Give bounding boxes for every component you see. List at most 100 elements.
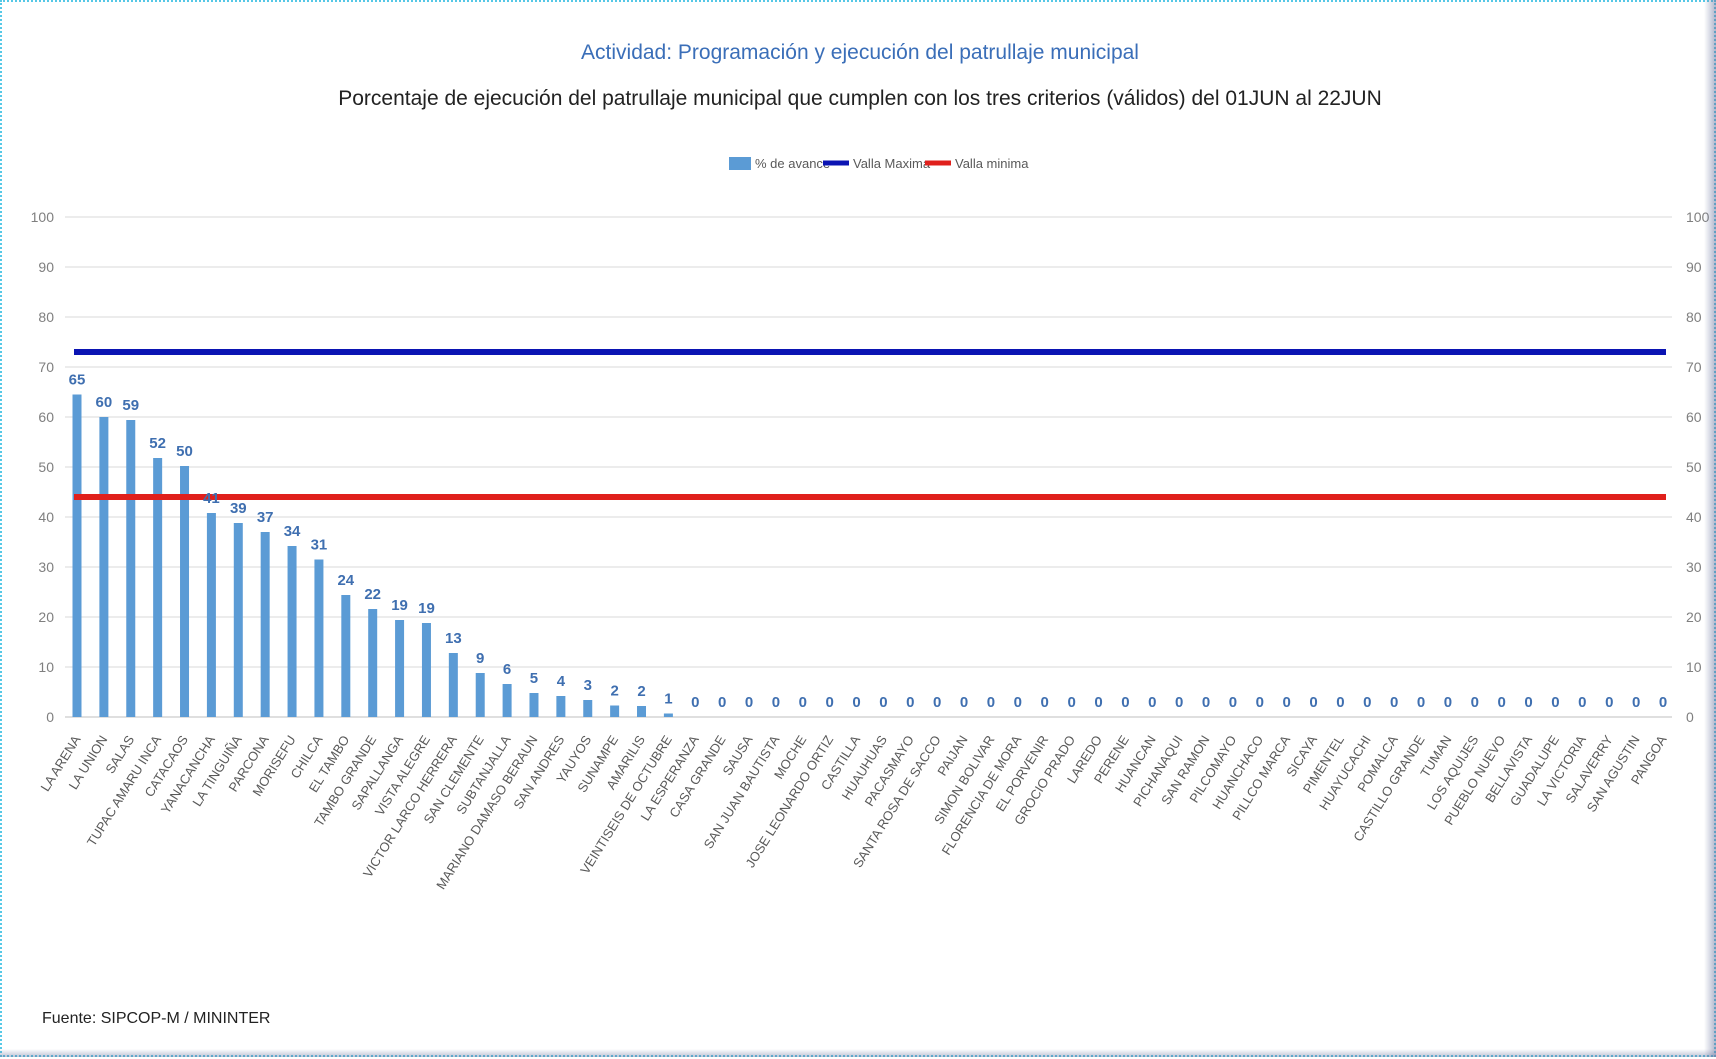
data-label-22: 1 bbox=[664, 691, 672, 708]
bar-5 bbox=[207, 513, 216, 717]
data-label-28: 0 bbox=[826, 694, 834, 711]
legend: % de avance Valla Maxima Valla minima bbox=[729, 156, 1029, 171]
y-tick-right-90: 90 bbox=[1686, 259, 1702, 275]
gridlines bbox=[65, 217, 1672, 717]
bar-17 bbox=[529, 693, 538, 717]
data-label-0: 65 bbox=[69, 372, 86, 389]
data-label-50: 0 bbox=[1417, 694, 1425, 711]
y-tick-left-100: 100 bbox=[31, 209, 55, 225]
data-label-15: 9 bbox=[476, 650, 484, 667]
legend-label-valla-minima: Valla minima bbox=[955, 156, 1029, 171]
reference-lines bbox=[74, 352, 1666, 497]
bar-13 bbox=[422, 623, 431, 717]
bar-14 bbox=[449, 653, 458, 717]
data-label-46: 0 bbox=[1309, 694, 1317, 711]
data-label-23: 0 bbox=[691, 694, 699, 711]
y-tick-right-70: 70 bbox=[1686, 359, 1702, 375]
data-label-27: 0 bbox=[799, 694, 807, 711]
data-label-3: 52 bbox=[149, 435, 166, 452]
bar-2 bbox=[126, 420, 135, 717]
bar-15 bbox=[476, 673, 485, 717]
y-tick-left-20: 20 bbox=[38, 609, 54, 625]
data-label-17: 5 bbox=[530, 670, 538, 687]
legend-label-avance: % de avance bbox=[755, 156, 830, 171]
data-label-10: 24 bbox=[337, 572, 354, 589]
legend-label-valla-maxima: Valla Maxima bbox=[853, 156, 931, 171]
data-label-34: 0 bbox=[987, 694, 995, 711]
y-tick-left-80: 80 bbox=[38, 309, 54, 325]
data-label-47: 0 bbox=[1336, 694, 1344, 711]
bar-10 bbox=[341, 595, 350, 717]
edge-shadow-right bbox=[1704, 0, 1716, 1057]
y-tick-right-30: 30 bbox=[1686, 559, 1702, 575]
bar-18 bbox=[556, 696, 565, 717]
source-note: Fuente: SIPCOP-M / MININTER bbox=[42, 1010, 270, 1027]
data-label-9: 31 bbox=[311, 537, 328, 554]
y-tick-left-10: 10 bbox=[38, 659, 54, 675]
data-label-38: 0 bbox=[1094, 694, 1102, 711]
bar-21 bbox=[637, 706, 646, 717]
bar-9 bbox=[314, 560, 323, 718]
y-tick-right-50: 50 bbox=[1686, 459, 1702, 475]
data-label-53: 0 bbox=[1498, 694, 1506, 711]
data-label-8: 34 bbox=[284, 523, 301, 540]
y-tick-left-70: 70 bbox=[38, 359, 54, 375]
bar-0 bbox=[73, 395, 82, 718]
bar-4 bbox=[180, 466, 189, 717]
data-label-26: 0 bbox=[772, 694, 780, 711]
data-label-5: 41 bbox=[203, 490, 220, 507]
data-label-20: 2 bbox=[610, 683, 618, 700]
data-label-29: 0 bbox=[852, 694, 860, 711]
data-label-57: 0 bbox=[1605, 694, 1613, 711]
data-label-36: 0 bbox=[1041, 694, 1049, 711]
data-label-12: 19 bbox=[391, 597, 408, 614]
data-label-37: 0 bbox=[1067, 694, 1075, 711]
data-label-11: 22 bbox=[364, 586, 381, 603]
data-label-43: 0 bbox=[1229, 694, 1237, 711]
y-tick-right-80: 80 bbox=[1686, 309, 1702, 325]
y-tick-left-0: 0 bbox=[46, 709, 54, 725]
data-label-33: 0 bbox=[960, 694, 968, 711]
bar-1 bbox=[99, 417, 108, 717]
data-label-14: 13 bbox=[445, 630, 462, 647]
data-label-30: 0 bbox=[879, 694, 887, 711]
bar-11 bbox=[368, 609, 377, 717]
data-label-58: 0 bbox=[1632, 694, 1640, 711]
data-label-13: 19 bbox=[418, 600, 435, 617]
chart-title: Actividad: Programación y ejecución del … bbox=[581, 41, 1139, 64]
data-label-45: 0 bbox=[1282, 694, 1290, 711]
data-label-56: 0 bbox=[1578, 694, 1586, 711]
bar-7 bbox=[261, 532, 270, 717]
bar-8 bbox=[288, 546, 297, 717]
y-tick-right-60: 60 bbox=[1686, 409, 1702, 425]
data-label-54: 0 bbox=[1524, 694, 1532, 711]
data-label-24: 0 bbox=[718, 694, 726, 711]
bar-6 bbox=[234, 523, 243, 717]
y-tick-right-20: 20 bbox=[1686, 609, 1702, 625]
edge-shadow-bottom bbox=[0, 1049, 1716, 1057]
data-label-49: 0 bbox=[1390, 694, 1398, 711]
data-label-2: 59 bbox=[122, 397, 139, 414]
bar-19 bbox=[583, 700, 592, 717]
data-label-25: 0 bbox=[745, 694, 753, 711]
data-label-6: 39 bbox=[230, 500, 247, 517]
chart-subtitle: Porcentaje de ejecución del patrullaje m… bbox=[338, 87, 1382, 110]
bar-22 bbox=[664, 714, 673, 718]
data-label-39: 0 bbox=[1121, 694, 1129, 711]
data-label-40: 0 bbox=[1148, 694, 1156, 711]
data-label-35: 0 bbox=[1014, 694, 1022, 711]
y-tick-left-50: 50 bbox=[38, 459, 54, 475]
y-tick-left-30: 30 bbox=[38, 559, 54, 575]
data-label-32: 0 bbox=[933, 694, 941, 711]
data-label-19: 3 bbox=[584, 677, 592, 694]
data-label-55: 0 bbox=[1551, 694, 1559, 711]
data-label-16: 6 bbox=[503, 661, 511, 678]
y-tick-left-90: 90 bbox=[38, 259, 54, 275]
y-tick-left-60: 60 bbox=[38, 409, 54, 425]
data-label-18: 4 bbox=[557, 673, 566, 690]
